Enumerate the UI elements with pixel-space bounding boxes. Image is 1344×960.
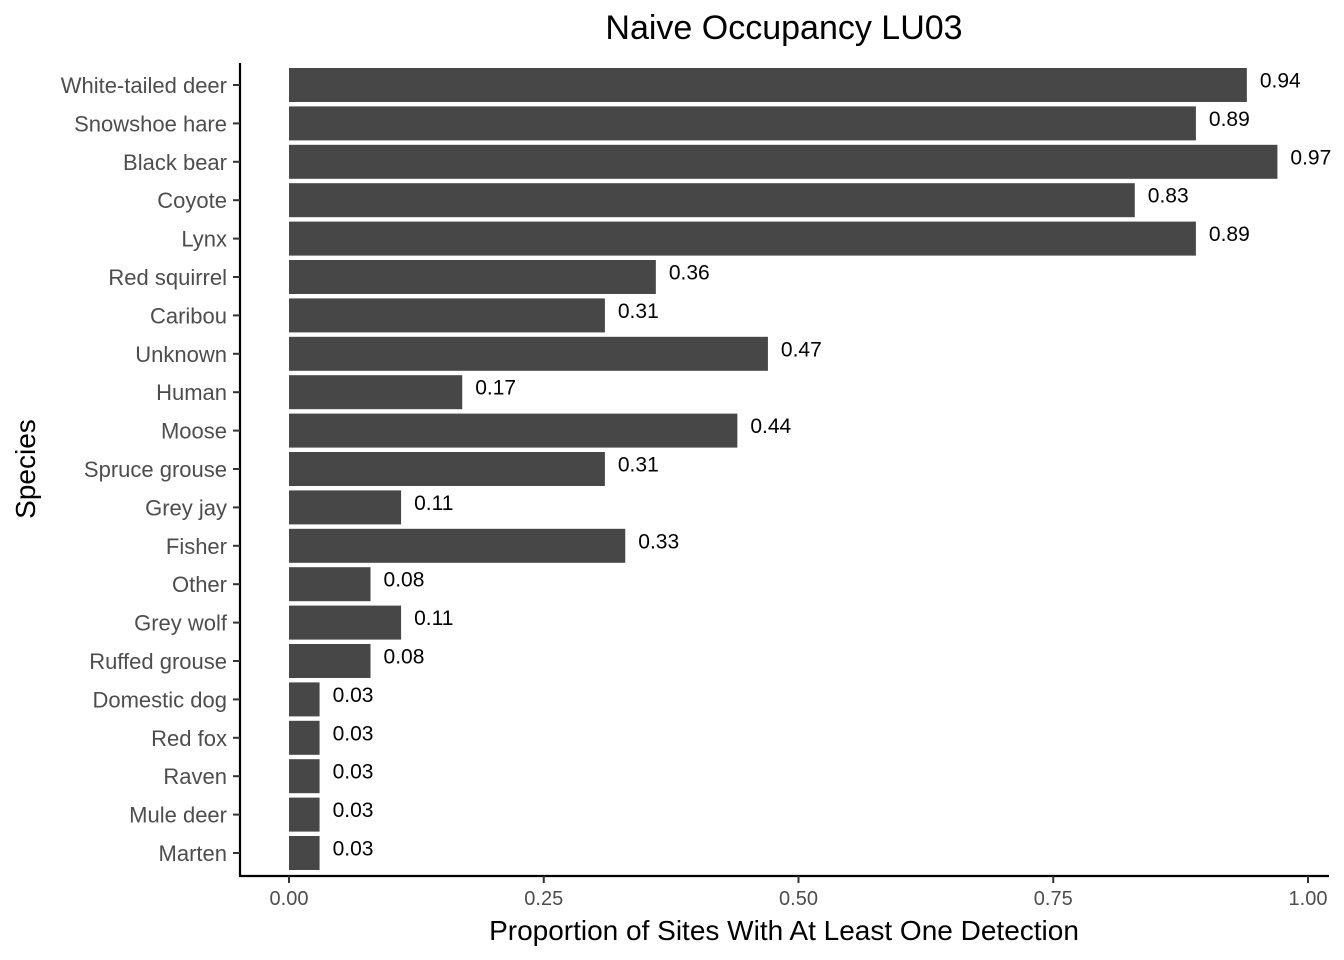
y-tick-label: Fisher [166, 534, 227, 559]
y-tick-label: Marten [159, 841, 227, 866]
bar-value-label: 0.03 [333, 799, 374, 822]
y-tick-label: Caribou [150, 303, 227, 328]
x-tick-label: 0.00 [270, 888, 309, 910]
bar [289, 528, 626, 563]
bar [289, 336, 768, 371]
value-labels-layer: 0.94 0.89 0.97 0.83 0.89 0.36 0.31 0.47 0.17 0.44… [333, 70, 1332, 861]
y-tick-label: Red squirrel [108, 265, 227, 290]
bar-value-label: 0.03 [333, 838, 374, 861]
bar [289, 836, 320, 870]
bar-value-label: 0.08 [384, 646, 425, 669]
bar [289, 68, 1247, 102]
bar-value-label: 0.08 [384, 569, 425, 592]
bar-value-label: 0.31 [618, 454, 659, 477]
y-tick-label: Other [172, 572, 227, 597]
y-tick-label: White-tailed deer [61, 73, 227, 98]
bar [289, 644, 371, 678]
y-tick-label: Mule deer [129, 803, 227, 828]
chart-title: Naive Occupancy LU03 [605, 9, 962, 47]
bar [289, 490, 402, 525]
y-tick-label: Lynx [181, 227, 227, 252]
y-tick-label: Black bear [123, 150, 227, 175]
bar [289, 567, 371, 602]
bar [289, 682, 320, 717]
bar [289, 183, 1135, 218]
bar-value-label: 0.83 [1148, 185, 1189, 208]
bar-value-label: 0.44 [750, 415, 791, 438]
bars-layer [289, 68, 1278, 870]
bar-value-label: 0.36 [669, 262, 710, 285]
bar-value-label: 0.89 [1209, 108, 1250, 131]
bar [289, 221, 1196, 256]
bar-value-label: 0.31 [618, 300, 659, 323]
y-tick-label: Unknown [135, 342, 227, 367]
x-tick-label: 1.00 [1289, 888, 1328, 910]
bar-value-label: 0.47 [781, 338, 822, 361]
x-tick-label: 0.50 [779, 888, 818, 910]
y-tick-label: Grey wolf [134, 611, 228, 636]
bar-value-label: 0.11 [414, 607, 453, 630]
bar-value-label: 0.17 [475, 377, 516, 400]
y-tick-label: Red fox [151, 726, 227, 751]
bar-value-label: 0.33 [638, 530, 679, 553]
bar-value-label: 0.03 [333, 722, 374, 745]
x-axis: 0.00 0.25 0.50 0.75 1.00 [239, 874, 1329, 910]
y-ticks: White-tailed deer Snowshoe hare Black bear… [61, 73, 240, 866]
bar [289, 452, 605, 486]
y-tick-label: Domestic dog [92, 687, 227, 712]
x-tick-label: 0.75 [1034, 888, 1073, 910]
bar-value-label: 0.94 [1260, 70, 1301, 93]
bar-value-label: 0.11 [414, 492, 453, 515]
y-tick-label: Moose [161, 419, 227, 444]
bar [289, 413, 738, 448]
bar-value-label: 0.89 [1209, 223, 1250, 246]
bar [289, 720, 320, 755]
bar-value-label: 0.03 [333, 761, 374, 784]
y-tick-label: Spruce grouse [84, 457, 227, 482]
y-tick-label: Grey jay [145, 495, 227, 520]
y-tick-label: Coyote [157, 188, 227, 213]
bar [289, 797, 320, 832]
y-axis: White-tailed deer Snowshoe hare Black bear… [61, 63, 242, 876]
bar [289, 106, 1196, 141]
y-tick-label: Ruffed grouse [89, 649, 227, 674]
bar [289, 375, 463, 410]
x-tick-label: 0.25 [524, 888, 563, 910]
bar-value-label: 0.03 [333, 684, 374, 707]
y-tick-label: Human [156, 380, 227, 405]
bar [289, 759, 320, 794]
bar-value-label: 0.97 [1290, 146, 1331, 169]
x-axis-title: Proportion of Sites With At Least One De… [489, 915, 1079, 946]
bar [289, 144, 1278, 179]
y-tick-label: Raven [163, 764, 227, 789]
bar [289, 260, 656, 294]
bar [289, 605, 402, 640]
bar [289, 298, 605, 333]
x-ticks: 0.00 0.25 0.50 0.75 1.00 [270, 876, 1328, 910]
y-tick-label: Snowshoe hare [74, 111, 227, 136]
y-axis-title: Species [10, 419, 41, 519]
